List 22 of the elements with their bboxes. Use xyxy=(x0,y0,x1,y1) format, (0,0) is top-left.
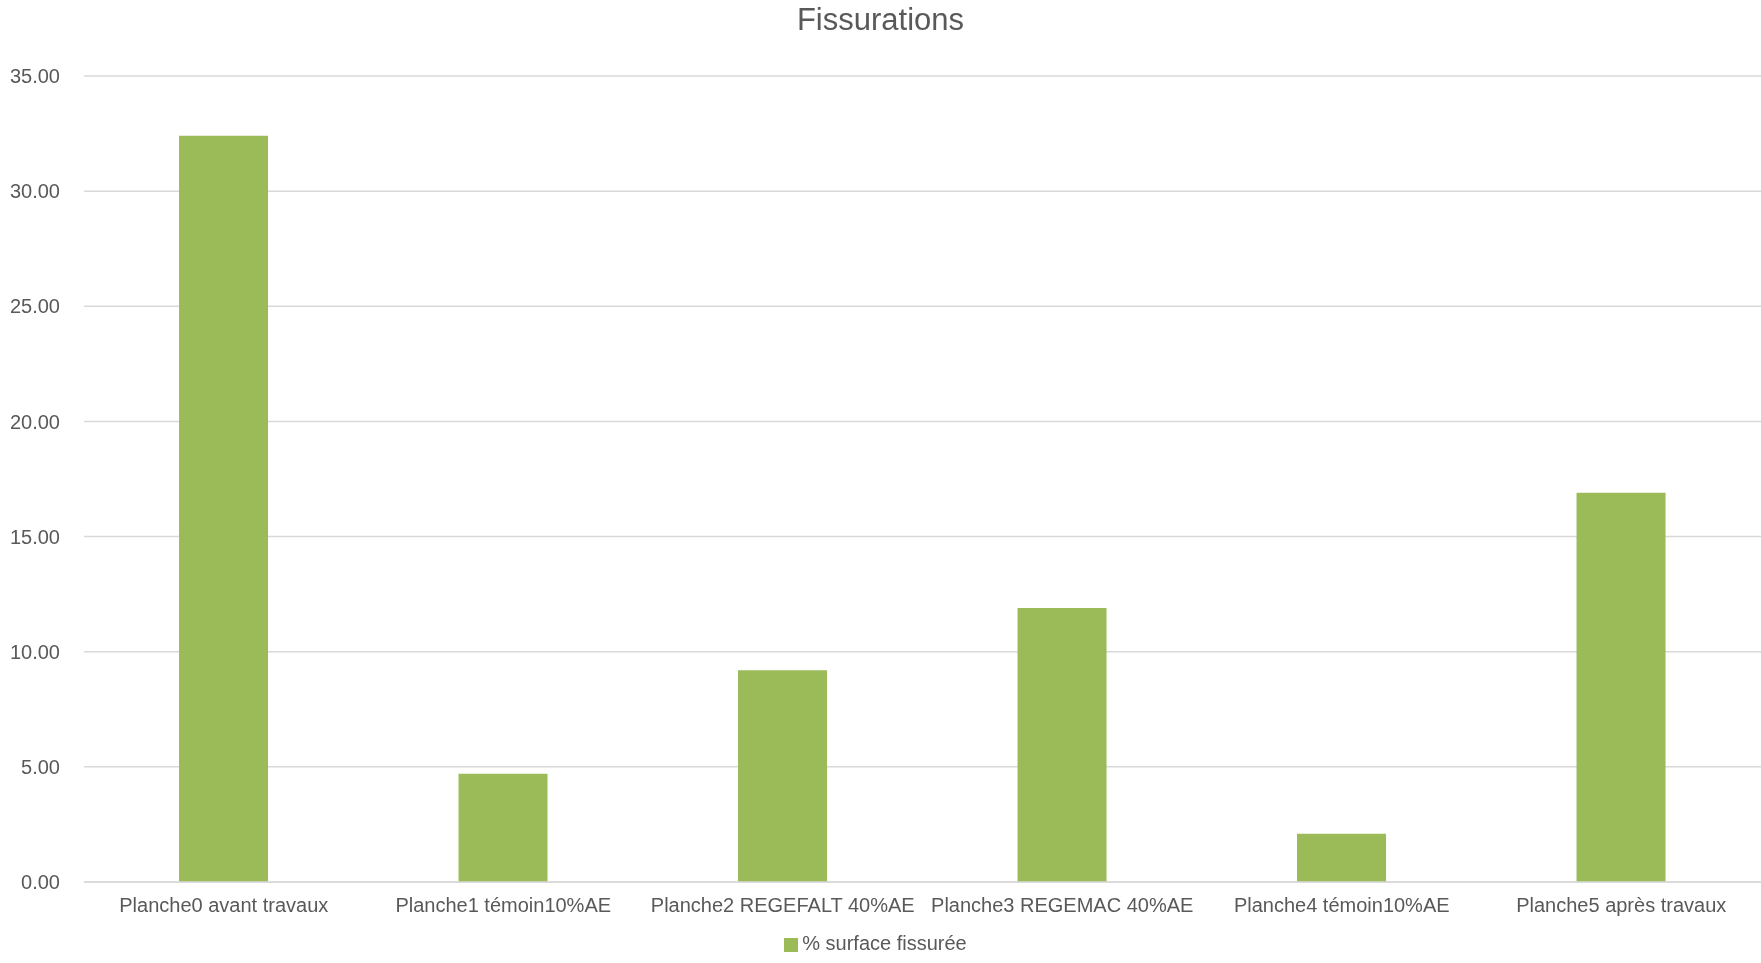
x-tick-label: Planche5 après travaux xyxy=(1516,894,1727,917)
y-tick-label: 25.00 xyxy=(9,295,60,318)
y-tick-label: 15.00 xyxy=(9,525,60,548)
y-tick-label: 0.00 xyxy=(21,871,60,894)
bar xyxy=(458,773,548,882)
bar xyxy=(1576,492,1666,882)
x-tick-label: Planche3 REGEMAC 40%AE xyxy=(931,894,1194,917)
y-tick-label: 30.00 xyxy=(9,180,60,203)
bar xyxy=(1297,833,1387,882)
x-tick-label: Planche0 avant travaux xyxy=(119,894,329,917)
x-tick-label: Planche2 REGEFALT 40%AE xyxy=(650,894,915,917)
chart-title: Fissurations xyxy=(795,2,966,38)
y-tick-label: 20.00 xyxy=(9,410,60,433)
y-tick-label: 5.00 xyxy=(21,755,60,778)
bar xyxy=(738,670,828,882)
y-tick-label: 10.00 xyxy=(9,640,60,663)
legend-label: % surface fissurée xyxy=(802,932,967,954)
x-tick-label: Planche4 témoin10%AE xyxy=(1233,894,1450,917)
x-tick-label: Planche1 témoin10%AE xyxy=(395,894,612,917)
bar xyxy=(1017,607,1107,882)
y-tick-label: 35.00 xyxy=(9,65,60,88)
bar xyxy=(179,135,269,882)
